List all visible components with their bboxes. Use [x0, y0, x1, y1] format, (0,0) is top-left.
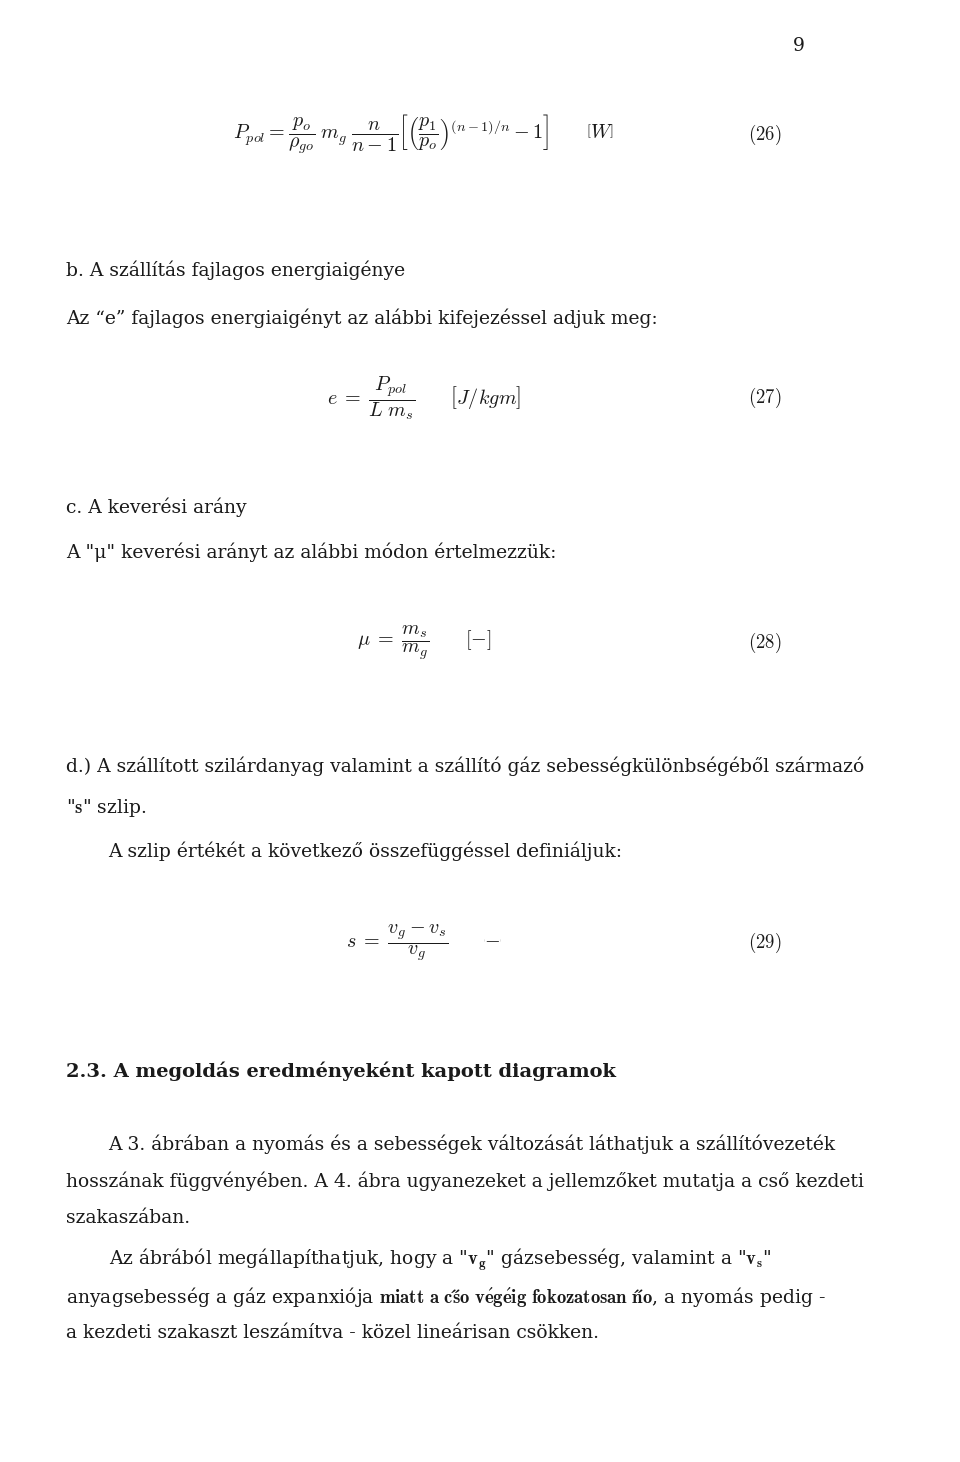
Text: "$\mathbf{s}$" szlip.: "$\mathbf{s}$" szlip.: [66, 797, 147, 820]
Text: b. A szállítás fajlagos energiaigénye: b. A szállítás fajlagos energiaigénye: [66, 260, 405, 281]
Text: 9: 9: [793, 37, 805, 54]
Text: $(26)$: $(26)$: [748, 123, 781, 146]
Text: c. A keverési arány: c. A keverési arány: [66, 497, 247, 518]
Text: 2.3. A megoldás eredményeként kapott diagramok: 2.3. A megoldás eredményeként kapott dia…: [66, 1061, 616, 1082]
Text: $s \;=\; \dfrac{v_g - v_s}{v_g} \qquad \left[ - \right]$: $s \;=\; \dfrac{v_g - v_s}{v_g} \qquad \…: [346, 923, 502, 963]
Text: A 3. ábrában a nyomás és a sebességek változását láthatjuk a szállítóvezeték: A 3. ábrában a nyomás és a sebességek vá…: [108, 1135, 836, 1155]
Text: A "μ" keverési arányt az alábbi módon értelmezzük:: A "μ" keverési arányt az alábbi módon ér…: [66, 542, 557, 563]
Text: $(27)$: $(27)$: [748, 386, 781, 409]
Text: $(28)$: $(28)$: [748, 632, 781, 655]
Text: $P_{pol} = \dfrac{p_o}{\rho_{go}}\; m_g\; \dfrac{n}{n-1} \left[ \left( \dfrac{p_: $P_{pol} = \dfrac{p_o}{\rho_{go}}\; m_g\…: [233, 113, 614, 156]
Text: szakaszában.: szakaszában.: [66, 1209, 190, 1227]
Text: a kezdeti szakaszt leszámítva - közel lineárisan csökken.: a kezdeti szakaszt leszámítva - közel li…: [66, 1325, 599, 1342]
Text: $(29)$: $(29)$: [748, 931, 781, 955]
Text: anyagsebesség a gáz expanxiója $\mathbf{miatt\ a\ cs\H{o}\ v\acute{e}g\acute{e}i: anyagsebesség a gáz expanxiója $\mathbf{…: [66, 1285, 827, 1308]
Text: Az “e” fajlagos energiaigényt az alábbi kifejezéssel adjuk meg:: Az “e” fajlagos energiaigényt az alábbi …: [66, 308, 658, 329]
Text: A szlip értékét a következő összefüggéssel definiáljuk:: A szlip értékét a következő összefüggéss…: [108, 841, 623, 861]
Text: hosszának függvényében. A 4. ábra ugyanezeket a jellemzőket mutatja a cső kezdet: hosszának függvényében. A 4. ábra ugyane…: [66, 1171, 864, 1192]
Text: d.) A szállított szilárdanyag valamint a szállító gáz sebességkülönbségéből szár: d.) A szállított szilárdanyag valamint a…: [66, 756, 864, 776]
Text: Az ábrából megállapíthatjuk, hogy a "$\mathbf{v_g}$" gázsebesség, valamint a "$\: Az ábrából megállapíthatjuk, hogy a "$\m…: [108, 1247, 772, 1273]
Text: $e \;=\; \dfrac{P_{pol}}{L\; m_s} \qquad \left[ J/kgm \right]$: $e \;=\; \dfrac{P_{pol}}{L\; m_s} \qquad…: [326, 374, 521, 421]
Text: $\mu \;=\; \dfrac{m_s}{m_g} \qquad [-]$: $\mu \;=\; \dfrac{m_s}{m_g} \qquad [-]$: [356, 624, 492, 662]
